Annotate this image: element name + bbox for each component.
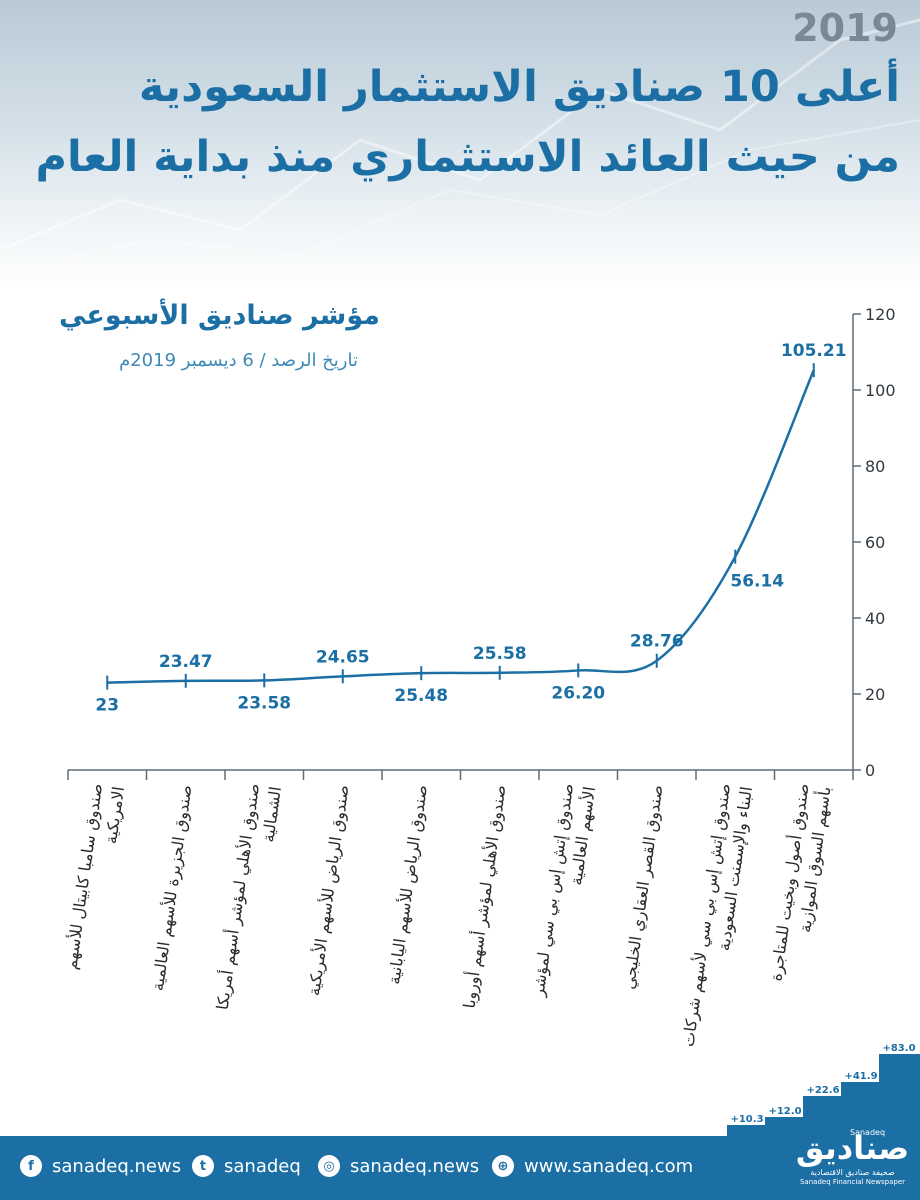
- data-label: 28.76: [630, 632, 684, 652]
- data-label: 23: [95, 696, 119, 716]
- page-title-line1: أعلى 10 صناديق الاستثمار السعودية: [138, 62, 900, 112]
- data-label: 25.48: [394, 686, 448, 706]
- footer-facebook[interactable]: f sanadeq.news: [20, 1146, 181, 1186]
- data-label: 23.47: [159, 652, 213, 672]
- data-label: 23.58: [237, 693, 291, 713]
- twitter-icon: t: [192, 1155, 214, 1177]
- decor-step-label: +41.9: [844, 1071, 877, 1082]
- chart-title: مؤشر صناديق الأسبوعي: [59, 300, 380, 331]
- data-label: 56.14: [730, 572, 784, 592]
- footer-bar: [0, 1136, 920, 1200]
- y-tick-label: 40: [865, 609, 885, 628]
- sanadeq-logo: Sanadeq صناديق صحيفة صناديق الاقتصادية S…: [790, 1128, 915, 1200]
- website-url: www.sanadeq.com: [524, 1155, 694, 1177]
- data-label: 105.21: [781, 341, 847, 361]
- data-label: 26.20: [551, 683, 605, 703]
- decor-step-label: +83.0: [882, 1043, 915, 1054]
- line-chart: 0 20 40 60 80 100 120 23 23.47 23.58 24.65 25.48 25.…: [60, 305, 896, 1048]
- decor-step-label: +10.3: [730, 1114, 763, 1125]
- chart-subtitle: تاريخ الرصد / 6 ديسمبر 2019م: [119, 350, 358, 371]
- footer-website[interactable]: ⊕ www.sanadeq.com: [492, 1146, 693, 1186]
- decor-step-label: +12.0: [768, 1106, 801, 1117]
- instagram-icon: ◎: [318, 1155, 340, 1177]
- header-background-graphic: [0, 18, 920, 271]
- twitter-handle: sanadeq: [224, 1155, 301, 1177]
- logo-tagline-ar: صحيفة صناديق الاقتصادية: [810, 1168, 895, 1177]
- decor-step: [765, 1117, 806, 1140]
- instagram-handle: sanadeq.news: [350, 1155, 480, 1177]
- page-title-line2: من حيث العائد الاستثماري منذ بداية العام: [35, 132, 900, 182]
- facebook-icon: f: [20, 1155, 42, 1177]
- data-label: 25.58: [473, 644, 527, 664]
- footer-twitter[interactable]: t sanadeq: [192, 1146, 301, 1186]
- logo-tagline-en: Sanadeq Financial Newspaper: [799, 1178, 906, 1186]
- decor-step: [841, 1082, 882, 1140]
- y-tick-label: 100: [865, 381, 896, 400]
- data-label: 24.65: [316, 647, 370, 667]
- globe-icon: ⊕: [492, 1155, 514, 1177]
- decor-steps-graphic: +10.3 +12.0 +22.6 +41.9 +83.0: [727, 1043, 920, 1140]
- logo-small-text: Sanadeq: [850, 1128, 886, 1137]
- y-tick-label: 120: [865, 305, 896, 324]
- y-tick-label: 80: [865, 457, 885, 476]
- footer-instagram[interactable]: ◎ sanadeq.news: [318, 1146, 479, 1186]
- decor-step: [879, 1054, 920, 1140]
- logo-name: صناديق: [795, 1129, 910, 1167]
- header-year: 2019: [792, 6, 898, 50]
- y-tick-label: 20: [865, 685, 885, 704]
- y-tick-label: 60: [865, 533, 885, 552]
- y-tick-label: 0: [865, 761, 875, 780]
- decor-step: [803, 1096, 844, 1140]
- decor-step-label: +22.6: [806, 1085, 839, 1096]
- facebook-handle: sanadeq.news: [52, 1155, 182, 1177]
- header-banner: 2019 أعلى 10 صناديق الاستثمار السعودية م…: [0, 0, 920, 290]
